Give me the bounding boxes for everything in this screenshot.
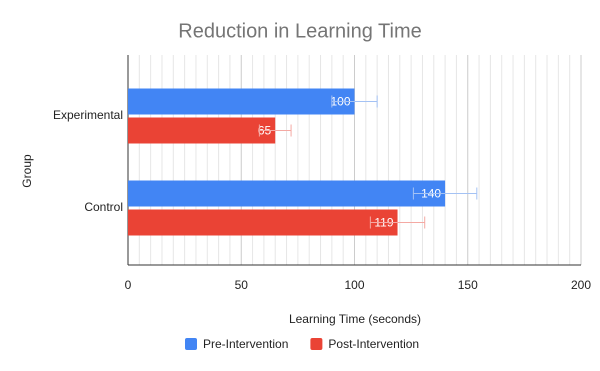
legend-swatch — [310, 338, 323, 350]
x-tick-label: 50 — [235, 278, 249, 292]
y-tick-label: Experimental — [53, 108, 123, 122]
y-tick-label: Control — [84, 200, 123, 214]
error-bar — [258, 124, 292, 137]
x-tick-label: 100 — [344, 278, 364, 292]
x-tick-label: 200 — [571, 278, 591, 292]
y-axis-title: Group — [20, 154, 34, 188]
bar — [128, 88, 355, 115]
x-tick-label: 0 — [125, 278, 132, 292]
legend-swatch — [185, 338, 197, 350]
bar — [128, 117, 276, 144]
x-tick-label: 150 — [458, 278, 478, 292]
legend-label: Pre-Intervention — [203, 337, 288, 351]
legend-label: Post-Intervention — [328, 337, 419, 351]
bar — [128, 209, 398, 236]
error-bar — [331, 95, 378, 108]
error-bar — [369, 216, 426, 229]
chart-title: Reduction in Learning Time — [178, 20, 421, 42]
error-bar — [412, 187, 478, 200]
bar — [128, 180, 446, 207]
x-axis-title: Learning Time (seconds) — [289, 312, 421, 326]
